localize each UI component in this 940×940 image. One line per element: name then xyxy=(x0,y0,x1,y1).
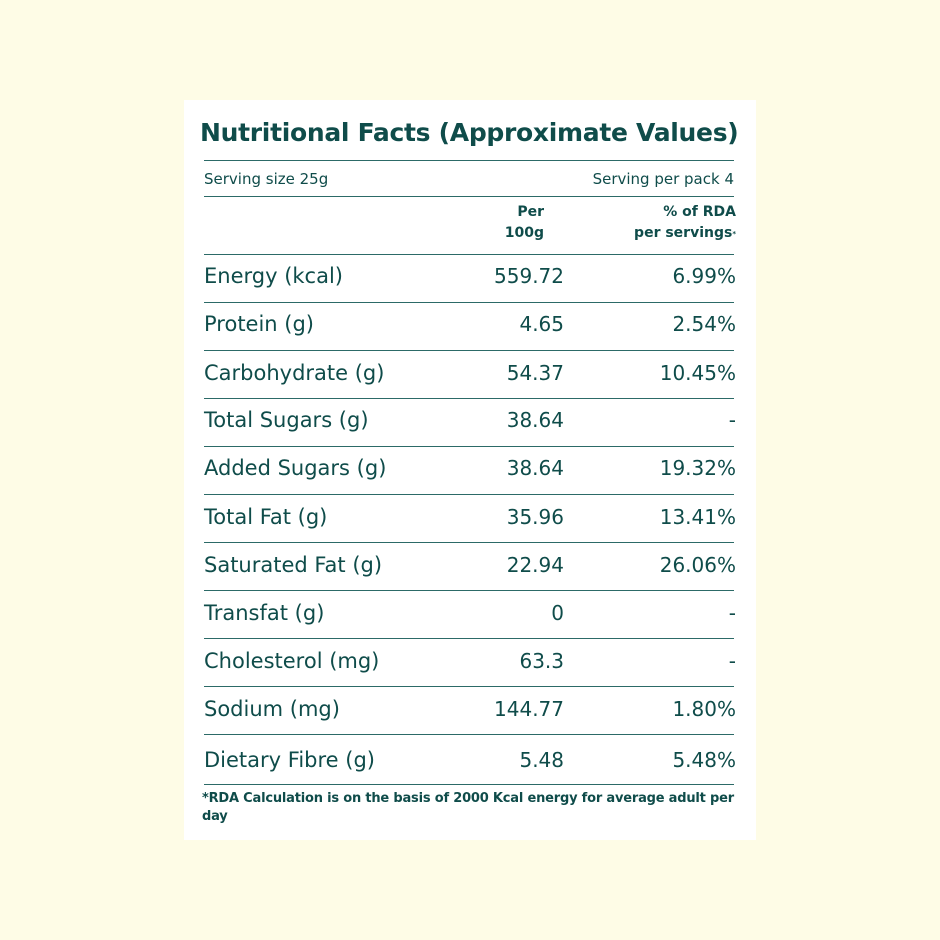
rda-value: 2.54% xyxy=(672,312,736,336)
nutrient-name: Protein (g) xyxy=(204,312,315,336)
row-divider xyxy=(204,784,734,785)
table-row: Sodium (mg) 144.77 1.80% xyxy=(204,694,736,724)
table-row: Total Fat (g) 35.96 13.41% xyxy=(204,502,736,532)
table-row: Saturated Fat (g) 22.94 26.06% xyxy=(204,550,736,580)
nutrient-name: Total Fat (g) xyxy=(204,505,328,529)
column-header-per-100g: Per 100g xyxy=(505,202,544,244)
column-header-line: 100g xyxy=(504,225,544,241)
row-divider xyxy=(204,398,734,399)
rda-value: 26.06% xyxy=(659,553,736,577)
rda-value: 6.99% xyxy=(672,264,736,288)
nutrient-name: Carbohydrate (g) xyxy=(204,361,385,385)
nutrient-name: Transfat (g) xyxy=(204,601,325,625)
rda-value: 1.80% xyxy=(672,697,736,721)
rda-value: - xyxy=(728,601,736,625)
rda-value: 10.45% xyxy=(659,361,736,385)
per-100g-value: 35.96 xyxy=(506,505,564,529)
table-row: Added Sugars (g) 38.64 19.32% xyxy=(204,453,736,483)
nutrient-name: Sodium (mg) xyxy=(204,697,340,721)
table-row: Energy (kcal) 559.72 6.99% xyxy=(204,261,736,291)
row-divider xyxy=(204,302,734,303)
nutrient-name: Saturated Fat (g) xyxy=(204,553,383,577)
row-divider xyxy=(204,734,734,735)
table-row: Dietary Fibre (g) 5.48 5.48% xyxy=(204,745,736,775)
per-100g-value: 559.72 xyxy=(494,264,564,288)
nutrient-name: Dietary Fibre (g) xyxy=(204,748,375,772)
column-header-line: per servings* xyxy=(634,223,736,244)
column-header-text: per servings xyxy=(634,225,733,241)
rda-value: 13.41% xyxy=(659,505,736,529)
nutrient-name: Added Sugars (g) xyxy=(204,456,387,480)
nutrient-name: Cholesterol (mg) xyxy=(204,649,380,673)
rda-value: 19.32% xyxy=(659,456,736,480)
table-title: Nutritional Facts (Approximate Values) xyxy=(200,118,739,147)
nutrient-name: Total Sugars (g) xyxy=(204,408,369,432)
rda-footnote: *RDA Calculation is on the basis of 2000… xyxy=(202,791,734,824)
nutrient-name: Energy (kcal) xyxy=(204,264,343,288)
row-divider xyxy=(204,638,734,639)
per-100g-value: 38.64 xyxy=(506,408,564,432)
serving-size: Serving size 25g xyxy=(204,170,329,188)
per-100g-value: 22.94 xyxy=(506,553,564,577)
row-divider xyxy=(204,542,734,543)
table-row: Carbohydrate (g) 54.37 10.45% xyxy=(204,358,736,388)
nutrition-card: Nutritional Facts (Approximate Values) S… xyxy=(184,100,756,840)
table-row: Cholesterol (mg) 63.3 - xyxy=(204,646,736,676)
rda-value: - xyxy=(728,408,736,432)
row-divider xyxy=(204,590,734,591)
row-divider xyxy=(204,350,734,351)
per-100g-value: 38.64 xyxy=(506,456,564,480)
row-divider xyxy=(204,254,734,255)
row-divider xyxy=(204,686,734,687)
column-header-line: Per xyxy=(517,204,544,220)
servings-per-pack: Serving per pack 4 xyxy=(592,170,734,188)
column-header-rda: % of RDA per servings* xyxy=(634,202,736,244)
per-100g-value: 54.37 xyxy=(506,361,564,385)
table-row: Protein (g) 4.65 2.54% xyxy=(204,309,736,339)
rda-asterisk: * xyxy=(732,230,736,238)
per-100g-value: 0 xyxy=(551,601,564,625)
column-header-line: % of RDA xyxy=(663,204,736,220)
per-100g-value: 5.48 xyxy=(519,748,564,772)
serving-info: Serving size 25g Serving per pack 4 xyxy=(204,166,734,192)
per-100g-value: 63.3 xyxy=(519,649,564,673)
table-row: Transfat (g) 0 - xyxy=(204,598,736,628)
divider xyxy=(204,160,734,161)
per-100g-value: 4.65 xyxy=(519,312,564,336)
row-divider xyxy=(204,494,734,495)
row-divider xyxy=(204,446,734,447)
divider xyxy=(204,196,734,197)
rda-value: 5.48% xyxy=(672,748,736,772)
table-row: Total Sugars (g) 38.64 - xyxy=(204,405,736,435)
rda-value: - xyxy=(728,649,736,673)
per-100g-value: 144.77 xyxy=(494,697,564,721)
